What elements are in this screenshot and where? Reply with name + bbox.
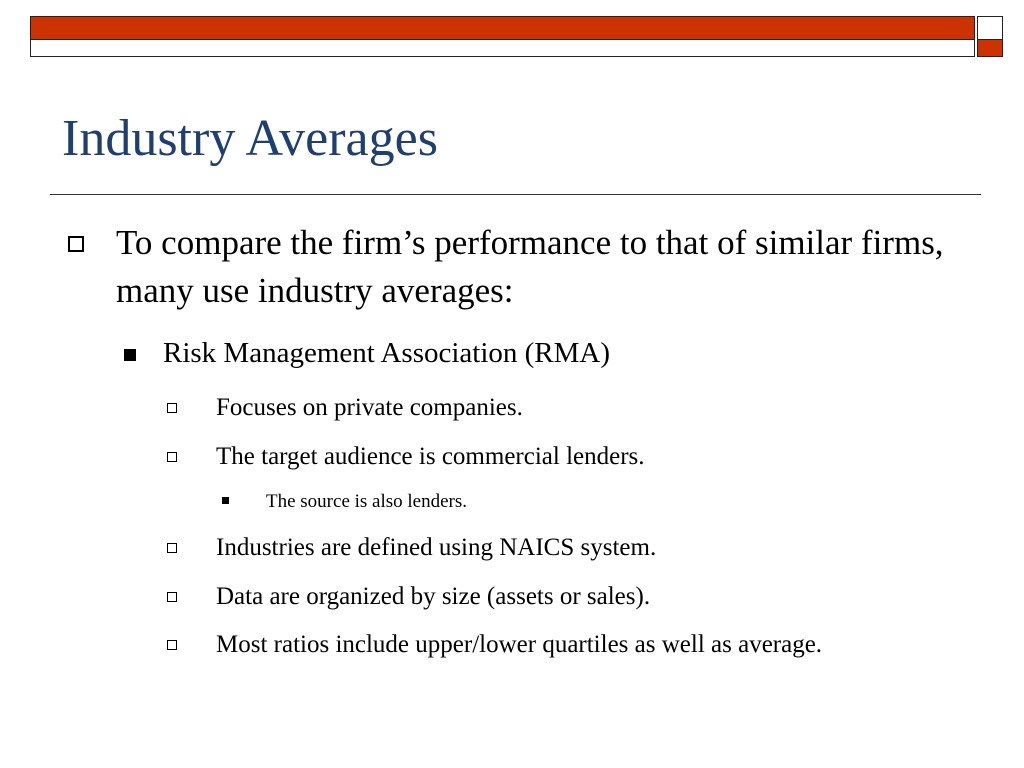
filled-square-bullet-icon <box>124 349 136 361</box>
header-accent-outline <box>30 40 975 57</box>
bullet-level4: The source is also lenders. <box>266 491 468 512</box>
hollow-square-bullet-icon <box>167 452 177 462</box>
bullet-level3-item: Industries are defined using NAICS syste… <box>216 534 657 561</box>
bullet-level3-item: Focuses on private companies. <box>216 394 523 421</box>
bullet-level1: To compare the firm’s performance to tha… <box>116 223 944 310</box>
hollow-square-bullet-icon <box>167 640 177 650</box>
bullet-level3-item: The target audience is commercial lender… <box>216 443 645 470</box>
slide-title: Industry Averages <box>62 110 438 167</box>
hollow-square-bullet-icon <box>167 403 177 413</box>
header-corner-block-red <box>977 40 1003 57</box>
hollow-square-bullet-icon <box>167 543 177 553</box>
bullet-level2: Risk Management Association (RMA) <box>163 337 611 369</box>
bullet-level3-item: Data are organized by size (assets or sa… <box>216 583 651 610</box>
filled-square-bullet-icon <box>222 497 229 504</box>
header-accent-bar <box>30 16 975 40</box>
header-corner-block-white <box>977 16 1003 40</box>
title-divider <box>50 194 981 195</box>
bullet-level3-item: Most ratios include upper/lower quartile… <box>216 631 823 658</box>
hollow-square-bullet-icon <box>68 236 84 252</box>
hollow-square-bullet-icon <box>167 592 177 602</box>
